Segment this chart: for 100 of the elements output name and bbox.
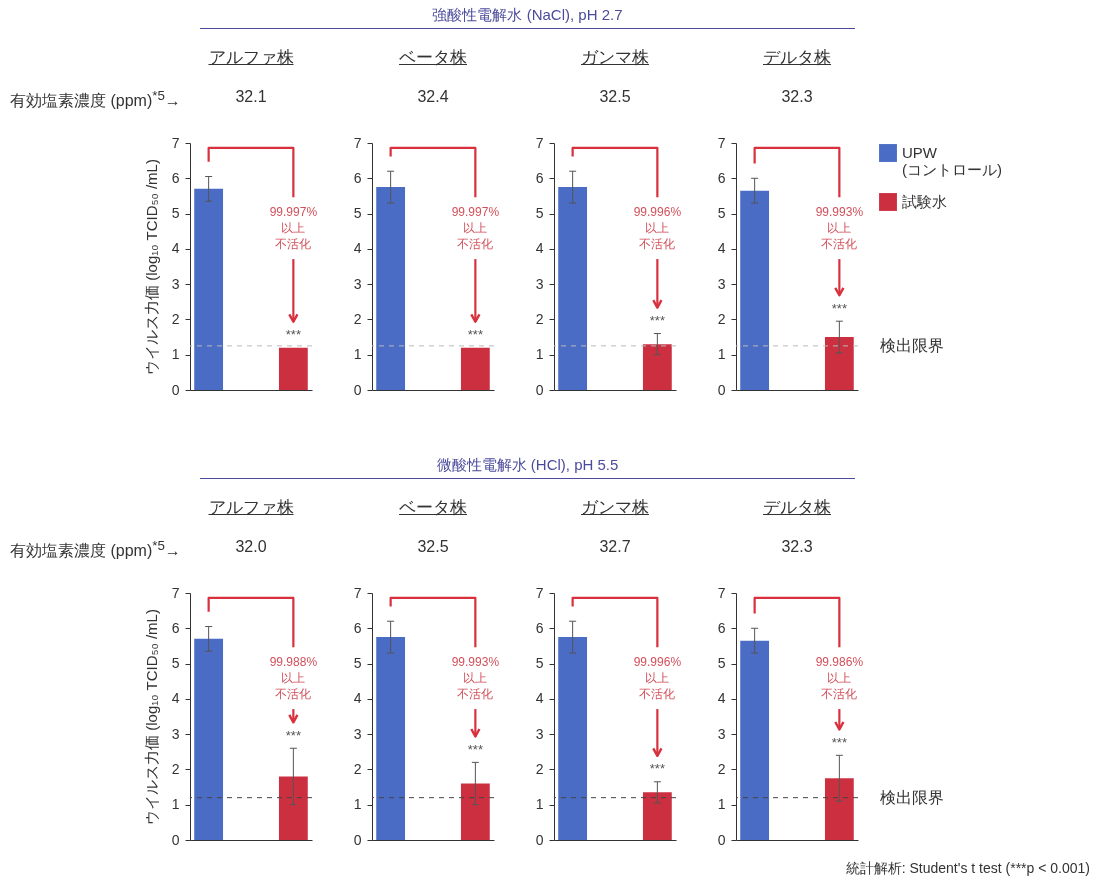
chart-title: ベータ株: [398, 497, 468, 519]
chart-subtitle: 32.3: [780, 88, 814, 106]
y-tick-label: 6: [535, 619, 544, 636]
annotation: 以上: [827, 221, 852, 236]
annotation: ***: [467, 742, 483, 758]
chart-title: ガンマ株: [580, 497, 650, 519]
y-tick-label: 3: [717, 725, 726, 742]
text: 強酸性電解水 (NaCl), pH 2.7: [200, 6, 855, 29]
annotation: 不活化: [639, 237, 676, 252]
chart-subtitle: 32.4: [416, 88, 450, 106]
chart-subtitle: 32.5: [598, 88, 632, 106]
y-tick-label: 2: [353, 760, 362, 777]
y-tick-label: 3: [535, 725, 544, 742]
y-tick-label: 4: [353, 690, 362, 707]
text: 統計解析: Student's t test (***p < 0.001): [845, 860, 1090, 878]
annotation: 99.997%: [269, 205, 318, 220]
chart-title: アルファ株: [207, 497, 295, 519]
y-tick-label: 7: [171, 584, 180, 601]
y-tick-label: 0: [535, 831, 544, 848]
y-tick-label: 0: [717, 381, 726, 398]
y-tick-label: 6: [353, 619, 362, 636]
y-tick-label: 3: [353, 725, 362, 742]
chart-title: アルファ株: [207, 47, 295, 69]
chart-subtitle: 32.3: [780, 538, 814, 556]
y-tick-label: 5: [717, 205, 726, 222]
y-tick-label: 1: [717, 346, 726, 363]
y-tick-label: 0: [171, 831, 180, 848]
y-tick-label: 1: [535, 346, 544, 363]
annotation: 不活化: [457, 687, 494, 702]
annotation: 不活化: [821, 237, 858, 252]
y-tick-label: 5: [717, 655, 726, 672]
y-axis-title: ウイルス力価 (log₁₀ TCID₅₀ /mL): [142, 609, 160, 825]
annotation: ***: [831, 300, 847, 316]
y-tick-label: 3: [171, 275, 180, 292]
y-tick-label: 5: [171, 655, 180, 672]
y-tick-label: 1: [353, 796, 362, 813]
y-tick-label: 6: [717, 619, 726, 636]
y-tick-label: 2: [717, 760, 726, 777]
y-tick-label: 4: [535, 240, 544, 257]
ref-line-label: 検出限界: [880, 788, 944, 806]
y-tick-label: 5: [353, 655, 362, 672]
y-tick-label: 4: [535, 690, 544, 707]
y-tick-label: 2: [171, 760, 180, 777]
y-tick-label: 1: [535, 796, 544, 813]
annotation: 不活化: [457, 237, 494, 252]
chart-title: ガンマ株: [580, 47, 650, 69]
annotation: 99.993%: [815, 205, 864, 220]
annotation: 99.997%: [451, 205, 500, 220]
y-tick-label: 7: [717, 584, 726, 601]
y-tick-label: 5: [535, 205, 544, 222]
y-tick-label: 2: [171, 310, 180, 327]
y-tick-label: 5: [171, 205, 180, 222]
y-tick-label: 0: [535, 381, 544, 398]
y-tick-label: 7: [171, 134, 180, 151]
annotation: 99.993%: [451, 655, 500, 670]
annotation: 不活化: [275, 687, 312, 702]
y-tick-label: 7: [717, 134, 726, 151]
y-tick-label: 5: [535, 655, 544, 672]
y-tick-label: 4: [171, 690, 180, 707]
y-tick-label: 3: [353, 275, 362, 292]
annotation: 99.988%: [269, 655, 318, 670]
annotation: 以上: [281, 671, 306, 686]
y-tick-label: 4: [717, 690, 726, 707]
y-tick-label: 4: [717, 240, 726, 257]
annotation: 99.986%: [815, 655, 864, 670]
annotation: ***: [649, 761, 665, 777]
annotation: 99.996%: [633, 205, 682, 220]
y-axis-title: ウイルス力価 (log₁₀ TCID₅₀ /mL): [142, 159, 160, 375]
annotation: 以上: [463, 221, 488, 236]
y-tick-label: 1: [171, 346, 180, 363]
annotation: ***: [285, 327, 301, 343]
annotation: 不活化: [275, 237, 312, 252]
y-tick-label: 0: [171, 381, 180, 398]
chart-subtitle: 32.5: [416, 538, 450, 556]
text: 有効塩素濃度 (ppm)$^{*5}$→: [10, 538, 181, 562]
y-tick-label: 0: [353, 831, 362, 848]
y-tick-label: 3: [717, 275, 726, 292]
annotation: 以上: [463, 671, 488, 686]
chart-title: デルタ株: [762, 47, 832, 69]
legend-label: 試験水: [902, 193, 947, 210]
chart-title: デルタ株: [762, 497, 832, 519]
y-tick-label: 0: [717, 831, 726, 848]
annotation: 不活化: [821, 687, 858, 702]
y-tick-label: 4: [353, 240, 362, 257]
y-tick-label: 4: [171, 240, 180, 257]
y-tick-label: 7: [535, 584, 544, 601]
y-tick-label: 6: [717, 169, 726, 186]
text: 有効塩素濃度 (ppm)$^{*5}$→: [10, 88, 181, 112]
chart-subtitle: 32.7: [598, 538, 632, 556]
y-tick-label: 6: [171, 169, 180, 186]
y-tick-label: 2: [353, 310, 362, 327]
annotation: 以上: [827, 671, 852, 686]
y-tick-label: 3: [171, 725, 180, 742]
chart-title: ベータ株: [398, 47, 468, 69]
y-tick-label: 1: [353, 346, 362, 363]
annotation: ***: [649, 313, 665, 329]
y-tick-label: 2: [535, 760, 544, 777]
y-tick-label: 1: [171, 796, 180, 813]
legend-label: UPW (コントロール): [902, 144, 1002, 178]
annotation: ***: [467, 327, 483, 343]
